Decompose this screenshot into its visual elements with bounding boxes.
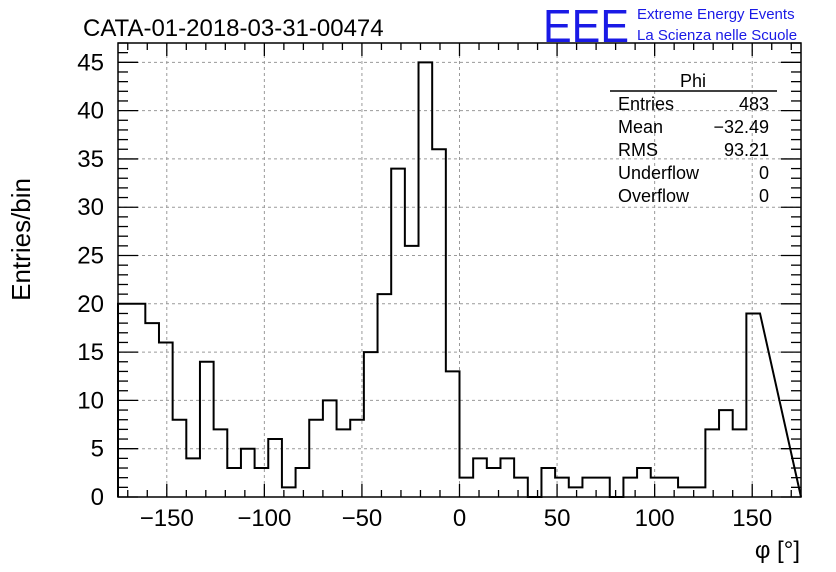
stats-value: 0 [759,186,769,206]
y-tick-label: 30 [77,194,104,221]
stats-label: Mean [618,117,663,137]
y-tick-label: 15 [77,339,104,366]
stats-value: 0 [759,163,769,183]
logo-line2: La Scienza nelle Scuole [637,27,797,44]
y-tick-label: 5 [91,436,104,463]
y-tick-label: 25 [77,243,104,270]
y-tick-label: 35 [77,146,104,173]
y-tick-label: 10 [77,387,104,414]
y-tick-label: 0 [91,484,104,511]
x-tick-label: 0 [453,505,466,532]
x-tick-label: −50 [342,505,383,532]
stats-value: −32.49 [713,117,769,137]
stats-value: 483 [739,94,769,114]
logo: EEE Extreme Energy Events La Scienza nel… [543,0,797,52]
stats-box: Phi Entries 483 Mean −32.49 RMS 93.21 Underflo… [610,71,777,206]
y-tick-label: 20 [77,291,104,318]
histogram-series [117,61,802,498]
stats-label: RMS [618,140,658,160]
y-axis-label: Entries/bin [6,178,36,301]
x-tick-label: −150 [140,505,194,532]
stats-label: Overflow [618,186,690,206]
stats-title: Phi [680,71,706,91]
stats-value: 93.21 [724,140,769,160]
x-axis: −150 −100 −50 0 50 100 150 [127,43,792,532]
x-tick-label: 100 [635,505,675,532]
x-tick-label: 150 [732,505,772,532]
y-axis: 0 5 10 15 20 25 30 35 40 45 [77,42,801,511]
stats-label: Underflow [618,163,700,183]
stats-label: Entries [618,94,674,114]
x-tick-label: 50 [544,505,571,532]
chart-title: CATA-01-2018-03-31-00474 [83,15,384,42]
x-tick-label: −100 [237,505,291,532]
x-axis-label: φ [°] [755,537,800,564]
y-tick-label: 40 [77,98,104,125]
y-tick-label: 45 [77,49,104,76]
logo-line1: Extreme Energy Events [637,6,795,23]
